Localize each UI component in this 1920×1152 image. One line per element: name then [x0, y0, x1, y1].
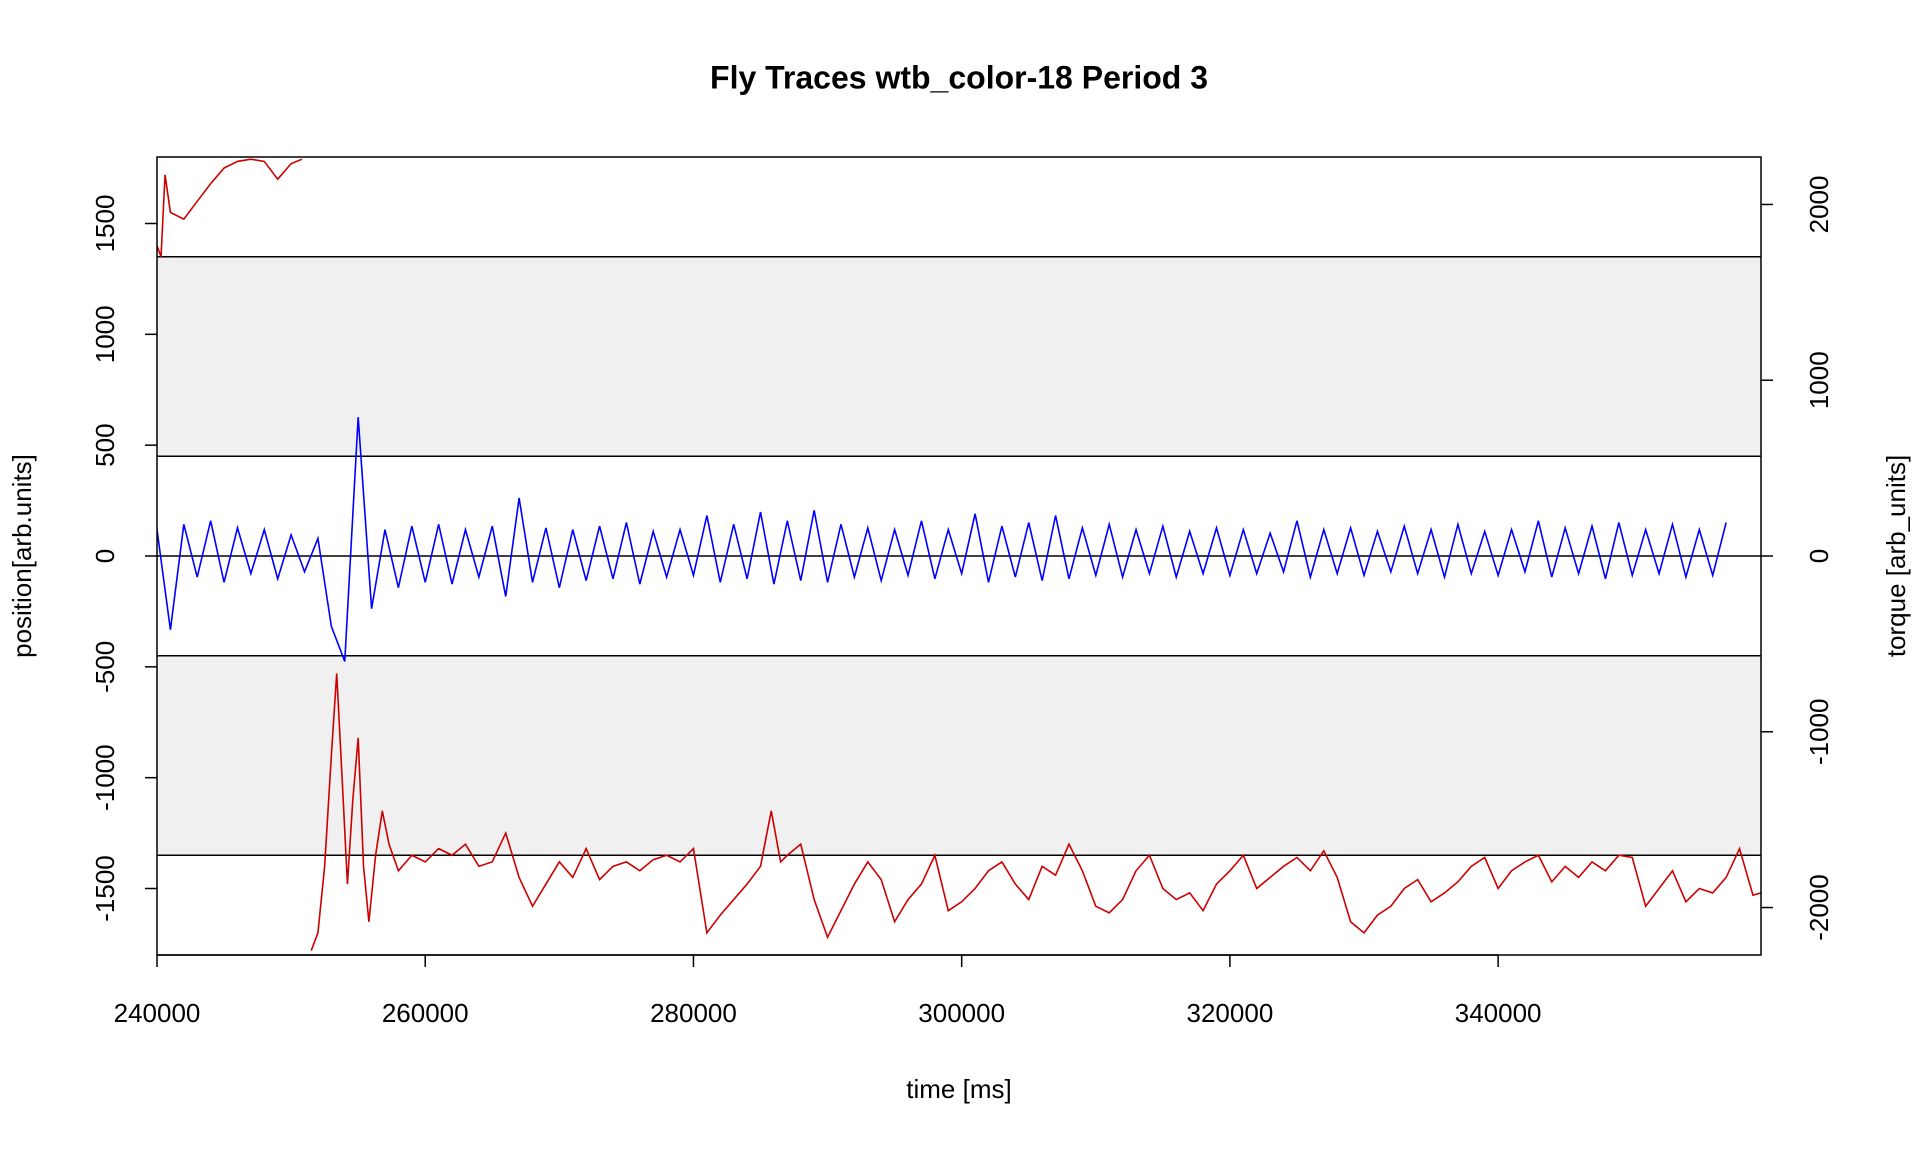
y2-axis-label: torque [arb_units]: [1881, 455, 1911, 657]
x-tick-label: 340000: [1455, 998, 1542, 1028]
y2-tick-label: 2000: [1804, 176, 1834, 234]
y-tick-label: 1500: [90, 195, 120, 253]
x-axis-label: time [ms]: [906, 1074, 1011, 1104]
y-tick-label: -1500: [90, 855, 120, 922]
y2-tick-label: 0: [1804, 549, 1834, 563]
band: [157, 256, 1761, 457]
y2-tick-label: 1000: [1804, 351, 1834, 409]
y2-tick-label: -1000: [1804, 699, 1834, 766]
x-tick-label: 260000: [382, 998, 469, 1028]
y-tick-label: 1000: [90, 305, 120, 363]
y-axis-label: position[arb.units]: [7, 454, 37, 658]
x-tick-label: 300000: [918, 998, 1005, 1028]
y-tick-label: -1000: [90, 744, 120, 811]
series-line: [157, 417, 1727, 662]
band: [157, 655, 1761, 856]
x-tick-label: 280000: [650, 998, 737, 1028]
y-tick-label: 500: [90, 423, 120, 466]
chart-title: Fly Traces wtb_color-18 Period 3: [710, 59, 1208, 95]
series-line: [157, 158, 1761, 951]
y-tick-label: 0: [90, 549, 120, 563]
y-tick-label: -500: [90, 641, 120, 693]
x-tick-label: 320000: [1187, 998, 1274, 1028]
y2-tick-label: -2000: [1804, 874, 1834, 941]
x-tick-label: 240000: [114, 998, 201, 1028]
